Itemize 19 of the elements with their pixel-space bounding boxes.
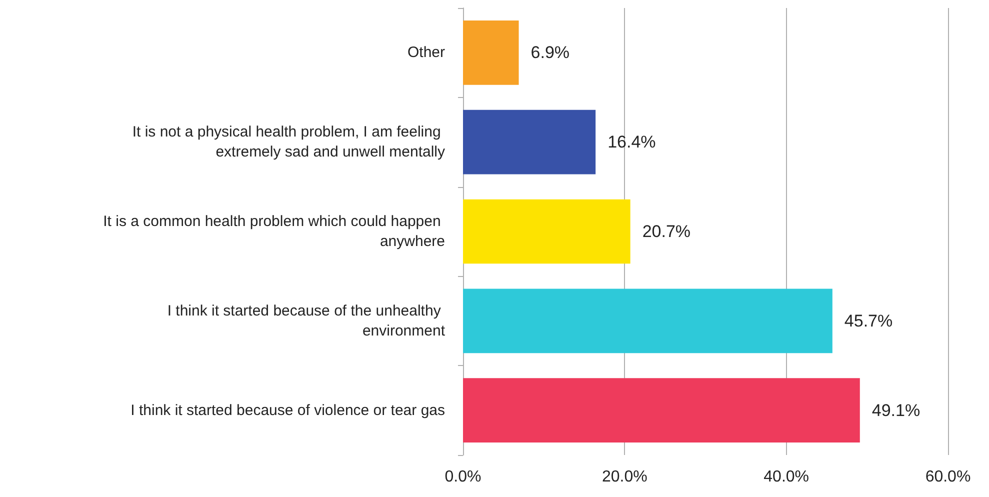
y-tick-label: I think it started because of the unhealthy environment	[167, 302, 446, 340]
y-tick-label: I think it started because of violence or tear gas	[130, 402, 445, 419]
bar	[463, 378, 860, 442]
bar	[463, 110, 596, 174]
data-label: 49.1%	[872, 400, 920, 420]
data-label: 20.7%	[642, 222, 691, 241]
bar	[463, 199, 630, 264]
y-tick-label: It is not a physical health problem, I am feeling extremely sad and unwell mentally	[132, 124, 446, 161]
bar	[463, 288, 832, 354]
data-label: 45.7%	[844, 311, 893, 330]
data-label: 6.9%	[530, 43, 570, 62]
x-tick-label: 60.0%	[925, 468, 971, 486]
data-label: 16.4%	[608, 132, 656, 152]
y-tick-label: It is a common health problem which could happen anywhere	[103, 213, 445, 250]
x-tick-label: 40.0%	[764, 468, 810, 486]
bar	[463, 20, 519, 85]
x-tick-label: 20.0%	[602, 468, 648, 486]
y-tick-label: Other	[407, 44, 446, 62]
x-tick-label: 0.0%	[444, 468, 482, 486]
